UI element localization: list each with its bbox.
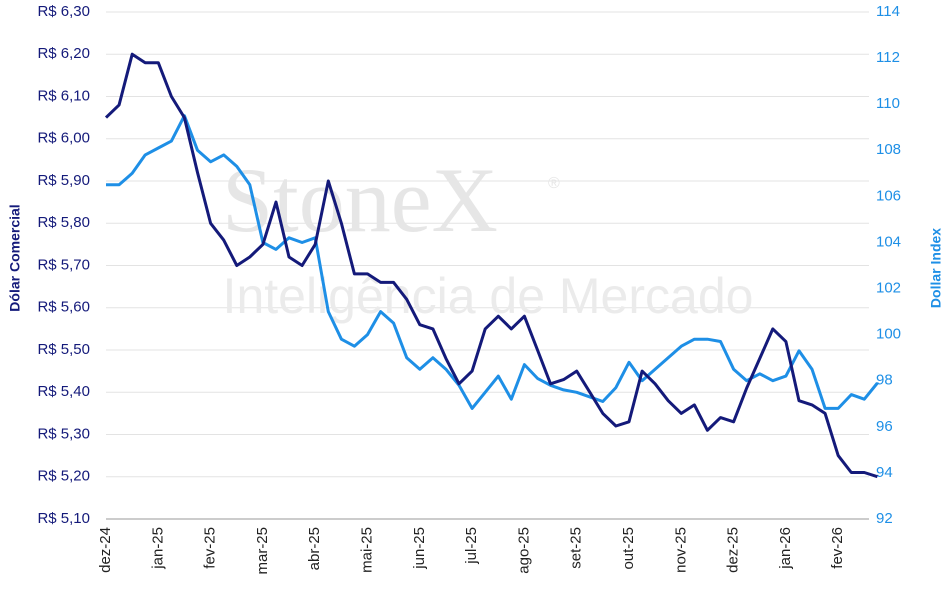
y2-tick-label: 96 bbox=[876, 418, 893, 435]
x-tick-label: set-25 bbox=[568, 527, 585, 569]
y2-tick-label: 102 bbox=[876, 280, 901, 297]
x-tick-label: jul-25 bbox=[463, 527, 480, 565]
y2-tick-label: 112 bbox=[876, 49, 900, 66]
y2-tick-label: 110 bbox=[876, 95, 900, 112]
watermark-tagline: Inteligência de Mercado bbox=[223, 268, 754, 324]
y-tick-label: R$ 5,20 bbox=[37, 468, 90, 485]
y-tick-label: R$ 5,50 bbox=[37, 341, 90, 358]
x-tick-label: dez-24 bbox=[97, 527, 114, 573]
y-tick-label: R$ 5,70 bbox=[37, 256, 90, 273]
x-tick-label: mar-25 bbox=[254, 527, 271, 575]
x-tick-label: jun-25 bbox=[411, 527, 428, 570]
y-tick-label: R$ 5,80 bbox=[37, 214, 90, 231]
y2-tick-label: 98 bbox=[876, 372, 893, 389]
y2-axis-label: Dollar Index bbox=[928, 228, 944, 308]
series-line bbox=[104, 52, 878, 479]
y-tick-label: R$ 6,10 bbox=[37, 87, 90, 104]
y-tick-label: R$ 5,30 bbox=[37, 425, 90, 442]
y-tick-label: R$ 5,90 bbox=[37, 172, 90, 189]
y2-tick-label: 108 bbox=[876, 141, 901, 158]
y-tick-label: R$ 6,00 bbox=[37, 130, 90, 147]
x-tick-label: jan-25 bbox=[149, 527, 166, 570]
watermark-mark: ® bbox=[548, 175, 560, 192]
y2-tick-label: 106 bbox=[876, 187, 901, 204]
y-tick-label: R$ 6,30 bbox=[37, 3, 90, 20]
y2-tick-label: 92 bbox=[876, 510, 893, 527]
y-axis-label: Dólar Comercial bbox=[7, 204, 23, 311]
y2-tick-label: 104 bbox=[876, 233, 901, 250]
y-tick-label: R$ 5,40 bbox=[37, 383, 90, 400]
x-tick-label: mai-25 bbox=[358, 527, 375, 573]
watermark-brand: StoneX bbox=[222, 149, 498, 251]
x-tick-label: fev-25 bbox=[202, 527, 219, 569]
y2-tick-label: 100 bbox=[876, 326, 901, 343]
x-tick-label: abr-25 bbox=[306, 527, 323, 570]
y2-tick-label: 114 bbox=[876, 3, 900, 20]
y2-tick-label: 94 bbox=[876, 464, 893, 481]
x-tick-label: fev-26 bbox=[829, 527, 846, 569]
x-tick-label: out-25 bbox=[620, 527, 637, 570]
x-tick-label: jan-26 bbox=[777, 527, 794, 570]
y-tick-label: R$ 6,20 bbox=[37, 45, 90, 62]
x-tick-label: dez-25 bbox=[725, 527, 742, 573]
x-tick-label: ago-25 bbox=[515, 527, 532, 574]
y-tick-label: R$ 5,10 bbox=[37, 510, 90, 527]
x-tick-label: nov-25 bbox=[672, 527, 689, 573]
y-tick-label: R$ 5,60 bbox=[37, 299, 90, 316]
